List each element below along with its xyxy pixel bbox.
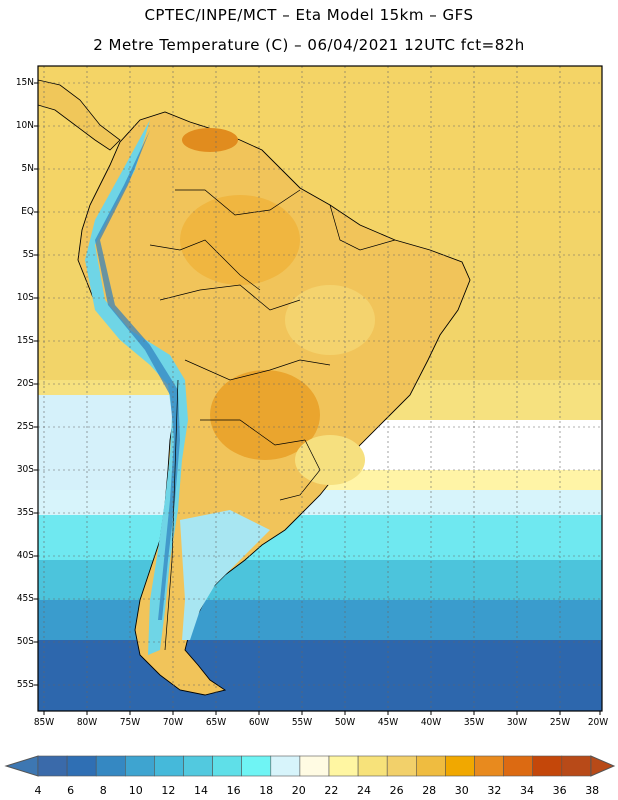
colorbar-segment [503,755,534,777]
mild-south-brazil [295,435,365,485]
lat-label: 50S [16,636,34,647]
map-frame [37,65,603,712]
lon-label: 25W [549,717,571,728]
central-america-land [38,79,121,151]
colorbar-label: 26 [389,784,404,797]
warm-amazon [180,195,300,285]
lon-label: 35W [463,717,485,728]
colorbar-label: 38 [585,784,600,797]
patagonia-cool [180,510,270,640]
colorbar-segment [125,755,155,777]
colorbar-segment [299,755,330,777]
colorbar-label: 4 [34,784,42,797]
colorbar-label: 18 [259,784,274,797]
lon-label: 70W [162,717,184,728]
colorbar-segment [212,755,243,777]
colorbar-label: 34 [520,784,534,797]
hot-venezuela [182,128,238,152]
lon-label: 75W [119,717,141,728]
axis-ticks [34,82,601,715]
colorbar-label: 12 [161,784,176,797]
lon-label: 40W [420,717,442,728]
colorbar-label: 20 [291,784,306,797]
warm-central-brazil [285,285,375,355]
ocean-band-southern [38,600,602,645]
colorbar-segment [532,755,563,777]
lat-label: 5N [21,163,34,174]
colorbar-segment [183,755,213,777]
colorbar [4,755,616,777]
colorbar-segment [95,755,126,777]
lat-label: 10S [16,292,34,303]
andes-cold-ridge [85,120,188,655]
colorbar-segment [270,755,301,777]
colorbar-segment [386,755,417,777]
lat-label: 15S [16,335,34,346]
colorbar-label: 6 [67,784,75,797]
graticule [38,66,602,711]
lat-label: 25S [16,421,34,432]
colorbar-high-cap [590,755,616,777]
lon-label: 65W [205,717,227,728]
colorbar-segment [474,755,504,777]
lon-label: 30W [506,717,528,728]
colorbar-segment [66,755,97,777]
colorbar-segment [357,755,388,777]
lat-label: 20S [16,378,34,389]
lon-label: 20W [587,717,609,728]
lat-label: 55S [16,679,34,690]
lat-label: EQ [21,206,34,217]
colorbar-label: 16 [226,784,241,797]
lon-label: 80W [76,717,98,728]
colorbar-label: 22 [324,784,339,797]
lon-label: 45W [377,717,399,728]
lon-label: 55W [291,717,313,728]
colorbar-segment [154,755,184,777]
colorbar-segment [241,755,272,777]
lat-label: 15N [15,77,34,88]
colorbar-segment [561,755,592,777]
ocean-band-cool [38,395,178,495]
lon-label: 50W [334,717,356,728]
ocean-band-polar [38,640,602,711]
lon-label: 60W [248,717,270,728]
andes-peaks [95,130,180,620]
lat-label: 45S [16,593,34,604]
colorbar-low-cap [4,755,39,777]
country-borders [149,189,396,651]
colorbar-label: 10 [128,784,143,797]
lat-label: 10N [15,120,34,131]
lon-label: 85W [33,717,55,728]
lat-label: 5S [22,249,34,260]
colorbar-label: 28 [422,784,437,797]
colorbar-label: 36 [552,784,567,797]
colorbar-label: 24 [357,784,371,797]
colorbar-label: 30 [454,784,469,797]
lat-label: 40S [16,550,34,561]
colorbar-segment [328,755,359,777]
warm-chaco [210,370,320,460]
colorbar-label: 8 [99,784,107,797]
lat-label: 35S [16,507,34,518]
title-line-1: CPTEC/INPE/MCT – Eta Model 15km – GFS [144,6,474,24]
colorbar-segment [445,755,475,777]
colorbar-segment [37,755,68,777]
lat-label: 30S [16,464,34,475]
colorbar-label: 14 [194,784,208,797]
colorbar-segment [415,755,446,777]
colorbar-label: 32 [487,784,502,797]
title-line-2: 2 Metre Temperature (C) – 06/04/2021 12U… [93,36,525,54]
